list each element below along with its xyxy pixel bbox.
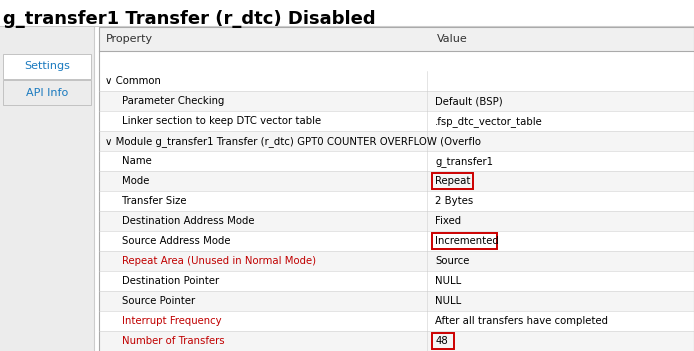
Text: Name: Name <box>122 156 152 166</box>
Bar <box>3 80 91 105</box>
Text: Repeat: Repeat <box>435 176 471 186</box>
Bar <box>99 71 694 91</box>
Bar <box>99 191 694 211</box>
Text: Source Pointer: Source Pointer <box>122 296 195 306</box>
Text: NULL: NULL <box>435 276 462 286</box>
Text: Incremented: Incremented <box>435 236 499 246</box>
Bar <box>99 27 694 351</box>
Bar <box>99 111 694 131</box>
Text: NULL: NULL <box>435 296 462 306</box>
Bar <box>99 251 694 271</box>
Text: API Info: API Info <box>26 88 68 98</box>
Bar <box>99 171 694 191</box>
Text: Interrupt Frequency: Interrupt Frequency <box>122 316 222 326</box>
Text: Destination Pointer: Destination Pointer <box>122 276 219 286</box>
Text: Parameter Checking: Parameter Checking <box>122 96 225 106</box>
Text: 48: 48 <box>435 336 448 346</box>
Bar <box>99 271 694 291</box>
Text: Linker section to keep DTC vector table: Linker section to keep DTC vector table <box>122 116 321 126</box>
Text: Property: Property <box>106 34 153 44</box>
Text: Mode: Mode <box>122 176 149 186</box>
Bar <box>0 26 94 351</box>
Bar <box>99 211 694 231</box>
Text: g_transfer1: g_transfer1 <box>435 156 493 167</box>
Text: Value: Value <box>437 34 468 44</box>
Bar <box>99 27 694 51</box>
Text: Source Address Mode: Source Address Mode <box>122 236 230 246</box>
Bar <box>432 333 455 349</box>
Bar <box>99 331 694 351</box>
Text: Fixed: Fixed <box>435 216 462 226</box>
Bar <box>99 151 694 171</box>
Text: ∨ Module g_transfer1 Transfer (r_dtc) GPT0 COUNTER OVERFLOW (Overflo: ∨ Module g_transfer1 Transfer (r_dtc) GP… <box>105 136 481 147</box>
Text: ∨ Common: ∨ Common <box>105 76 161 86</box>
Text: Number of Transfers: Number of Transfers <box>122 336 225 346</box>
Text: Destination Address Mode: Destination Address Mode <box>122 216 255 226</box>
Text: Repeat Area (Unused in Normal Mode): Repeat Area (Unused in Normal Mode) <box>122 256 316 266</box>
Text: g_transfer1 Transfer (r_dtc) Disabled: g_transfer1 Transfer (r_dtc) Disabled <box>3 10 376 28</box>
Text: Default (BSP): Default (BSP) <box>435 96 503 106</box>
Text: Source: Source <box>435 256 470 266</box>
Bar <box>432 173 473 189</box>
Bar <box>99 131 694 151</box>
Bar <box>3 54 91 79</box>
Text: After all transfers have completed: After all transfers have completed <box>435 316 608 326</box>
Bar <box>99 91 694 111</box>
Bar <box>99 231 694 251</box>
Bar <box>432 233 497 249</box>
Bar <box>99 311 694 331</box>
Text: 2 Bytes: 2 Bytes <box>435 196 473 206</box>
Text: Settings: Settings <box>24 61 70 71</box>
Text: Transfer Size: Transfer Size <box>122 196 187 206</box>
Bar <box>99 291 694 311</box>
Text: .fsp_dtc_vector_table: .fsp_dtc_vector_table <box>435 116 543 127</box>
